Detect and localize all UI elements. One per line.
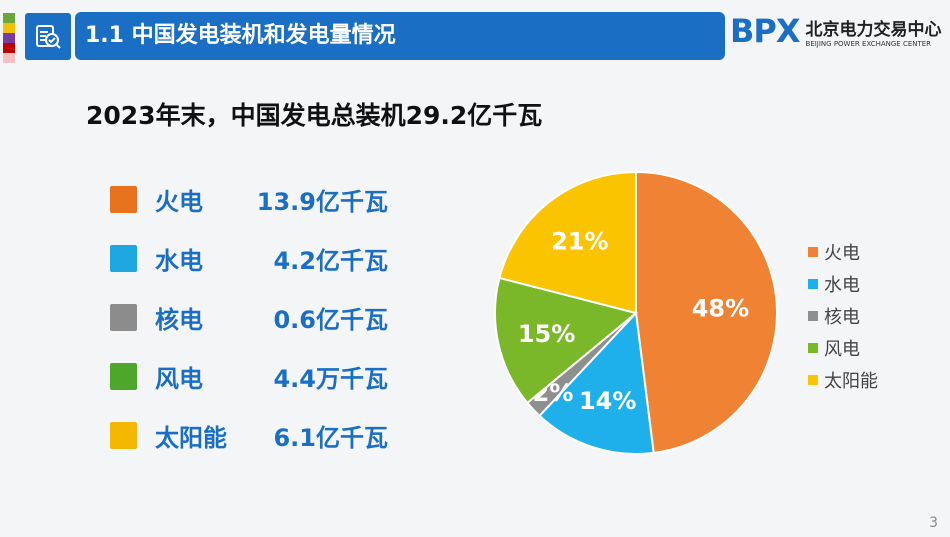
- wind-turbine-icon: [110, 362, 137, 390]
- item-value: 13.9亿千瓦: [256, 187, 388, 216]
- legend-item: 太阳能: [808, 364, 878, 396]
- capacity-item: 核电 0.6亿千瓦: [110, 302, 388, 334]
- capacity-item: 风电 4.4万千瓦: [110, 361, 388, 393]
- pie-label: 14%: [579, 387, 636, 415]
- item-name: 核电: [155, 305, 203, 334]
- legend-item: 火电: [808, 236, 878, 268]
- subtitle: 2023年末，中国发电总装机29.2亿千瓦: [86, 101, 543, 130]
- legend-label: 水电: [824, 275, 860, 296]
- item-name: 火电: [155, 187, 203, 216]
- item-name: 水电: [155, 246, 203, 275]
- section-title: 1.1 中国发电装机和发电量情况: [75, 12, 725, 60]
- document-search-icon: [25, 13, 71, 60]
- logo-en: BEIJING POWER EXCHANGE CENTER: [805, 39, 932, 48]
- color-stripes: [3, 13, 15, 63]
- solar-panel-icon: [110, 421, 137, 449]
- hydro-dam-icon: [110, 244, 137, 272]
- legend-swatch: [808, 311, 818, 321]
- pie-slice-4: [498, 170, 637, 315]
- item-value: 4.4万千瓦: [273, 364, 388, 393]
- thermal-plant-icon: [110, 185, 137, 213]
- capacity-item: 水电 4.2亿千瓦: [110, 243, 388, 275]
- pie-label: 15%: [518, 320, 575, 348]
- pie-slice-0: [635, 170, 778, 455]
- legend-label: 核电: [824, 307, 860, 328]
- capacity-item: 太阳能 6.1亿千瓦: [110, 420, 388, 452]
- item-value: 6.1亿千瓦: [273, 423, 388, 452]
- legend-item: 风电: [808, 332, 878, 364]
- legend-swatch: [808, 375, 818, 385]
- legend-swatch: [808, 279, 818, 289]
- item-value: 0.6亿千瓦: [273, 305, 388, 334]
- legend: 火电水电核电风电太阳能: [808, 236, 878, 396]
- legend-swatch: [808, 247, 818, 257]
- logo-mark: BPX: [730, 12, 801, 50]
- capacity-item: 火电 13.9亿千瓦: [110, 184, 388, 216]
- pie-label: 21%: [551, 228, 608, 256]
- pie-label: 48%: [692, 295, 749, 323]
- legend-item: 核电: [808, 300, 878, 332]
- legend-label: 火电: [824, 243, 860, 264]
- item-value: 4.2亿千瓦: [273, 246, 388, 275]
- nuclear-plant-icon: [110, 303, 137, 331]
- page-number: 3: [929, 515, 938, 531]
- pie-slice-3: [494, 276, 639, 405]
- logo: BPX 北京电力交易中心 BEIJING POWER EXCHANGE CENTE…: [730, 12, 942, 50]
- legend-item: 水电: [808, 268, 878, 300]
- pie-slice-1: [538, 310, 655, 455]
- legend-label: 太阳能: [824, 371, 878, 392]
- legend-label: 风电: [824, 339, 860, 360]
- item-name: 风电: [155, 364, 203, 393]
- item-name: 太阳能: [155, 423, 227, 452]
- legend-swatch: [808, 343, 818, 353]
- logo-cn: 北京电力交易中心: [805, 19, 942, 40]
